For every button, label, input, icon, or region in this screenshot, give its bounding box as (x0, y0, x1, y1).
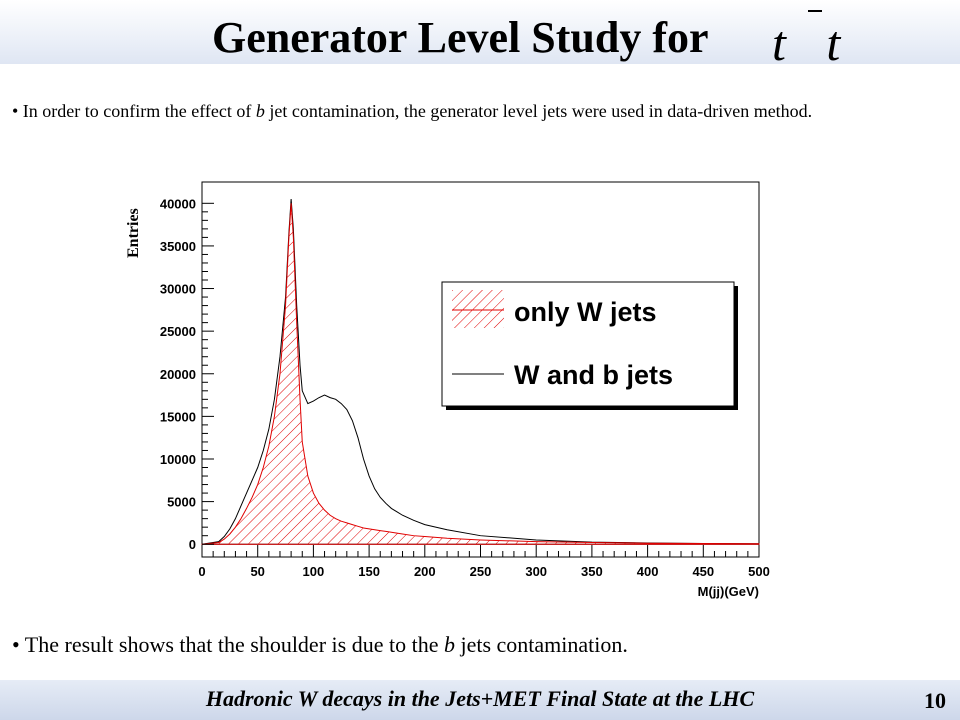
footer-text: Hadronic W decays in the Jets+MET Final … (205, 686, 755, 711)
legend-label-w-and-b: W and b jets (514, 360, 673, 390)
y-tick-label: 25000 (160, 324, 196, 339)
legend-label-w-only: only W jets (514, 297, 657, 327)
x-tick-label: 100 (303, 564, 325, 579)
x-tick-label: 450 (692, 564, 714, 579)
title-band (0, 0, 960, 64)
bullet-2-em: b (443, 632, 455, 657)
y-tick-label: 30000 (160, 282, 196, 297)
y-tick-label: 40000 (160, 196, 196, 211)
y-tick-label: 10000 (160, 452, 196, 467)
title-text: Generator Level Study for (212, 13, 709, 62)
x-axis-label: M(jj)(GeV) (698, 584, 759, 599)
bullet-1-prefix: • In order to confirm the effect of (12, 101, 256, 121)
bullet-1-suffix: jet contamination, the generator level j… (264, 101, 813, 121)
bullet-2-suffix: jets contamination. (454, 632, 628, 657)
legend: only W jets W and b jets (441, 281, 738, 410)
bullet-2: • The result shows that the shoulder is … (12, 630, 942, 660)
x-tick-label: 50 (250, 564, 264, 579)
title-overline (808, 10, 822, 12)
bullet-1-em: b (255, 101, 265, 121)
x-tick-label: 0 (198, 564, 205, 579)
x-tick-label: 150 (358, 564, 380, 579)
bullet-1: • In order to confirm the effect of b je… (12, 96, 942, 126)
x-tick-label: 350 (581, 564, 603, 579)
y-tick-label: 0 (189, 537, 196, 552)
legend-swatch-w-only (452, 290, 504, 328)
y-tick-label: 35000 (160, 239, 196, 254)
y-axis-label: Entries (125, 208, 142, 258)
x-tick-label: 250 (470, 564, 492, 579)
y-tick-label: 20000 (160, 367, 196, 382)
footer-band: Hadronic W decays in the Jets+MET Final … (0, 680, 960, 720)
x-tick-label: 200 (414, 564, 436, 579)
bullet-2-prefix: • The result shows that the shoulder is … (12, 632, 444, 657)
x-tick-label: 400 (637, 564, 659, 579)
series-w-only (201, 203, 760, 545)
x-tick-label: 500 (748, 564, 770, 579)
page-number: 10 (924, 688, 946, 713)
series-w-and-b (201, 199, 760, 545)
y-tick-label: 5000 (167, 495, 196, 510)
x-tick-label: 300 (525, 564, 547, 579)
y-tick-label: 15000 (160, 409, 196, 424)
title-symbol: t t (772, 15, 855, 71)
